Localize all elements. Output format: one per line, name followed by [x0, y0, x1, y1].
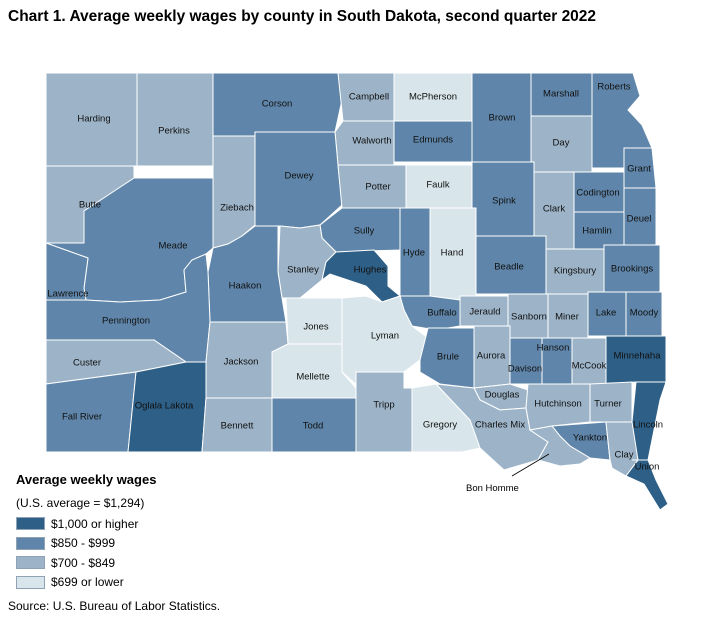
county-label-lake: Lake: [596, 308, 617, 319]
county-label-spink: Spink: [492, 196, 516, 207]
county-label-oglala-lakota: Oglala Lakota: [135, 401, 194, 412]
legend-item-label: $700 - $849: [51, 555, 116, 570]
county-label-yankton: Yankton: [573, 433, 607, 444]
bon-homme-callout-label: Bon Homme: [466, 483, 519, 494]
county-union: [625, 459, 669, 511]
county-label-hyde: Hyde: [403, 248, 425, 259]
county-label-tripp: Tripp: [373, 400, 394, 411]
county-lawrence: [45, 242, 89, 301]
county-label-lyman: Lyman: [371, 331, 399, 342]
county-label-kingsbury: Kingsbury: [554, 266, 596, 277]
county-label-grant: Grant: [627, 164, 651, 175]
chart-title: Chart 1. Average weekly wages by county …: [8, 8, 597, 25]
county-label-ziebach: Ziebach: [220, 203, 254, 214]
county-label-deuel: Deuel: [627, 214, 652, 225]
county-label-day: Day: [553, 138, 570, 149]
county-label-lincoln: Lincoln: [633, 420, 663, 431]
county-label-sanborn: Sanborn: [511, 312, 547, 323]
county-label-haakon: Haakon: [229, 281, 262, 292]
county-label-custer: Custer: [73, 358, 101, 369]
county-label-marshall: Marshall: [543, 89, 579, 100]
county-label-union: Union: [635, 462, 660, 473]
county-label-brule: Brule: [437, 352, 459, 363]
legend-note: (U.S. average = $1,294): [16, 496, 145, 510]
county-label-hamlin: Hamlin: [582, 226, 612, 237]
county-label-hughes: Hughes: [354, 265, 387, 276]
county-label-mellette: Mellette: [296, 372, 329, 383]
legend-item: $1,000 or higher: [16, 514, 156, 534]
county-label-turner: Turner: [594, 399, 622, 410]
legend-item: $850 - $999: [16, 534, 156, 554]
county-label-jackson: Jackson: [224, 357, 259, 368]
county-label-corson: Corson: [262, 99, 293, 110]
county-label-pennington: Pennington: [102, 316, 150, 327]
legend-item-label: $1,000 or higher: [51, 516, 139, 531]
county-label-bennett: Bennett: [221, 421, 254, 432]
county-label-gregory: Gregory: [423, 420, 458, 431]
county-label-davison: Davison: [508, 364, 542, 375]
legend-item: $700 - $849: [16, 553, 156, 573]
legend-title: Average weekly wages: [16, 472, 157, 487]
county-label-edmunds: Edmunds: [413, 135, 453, 146]
county-label-harding: Harding: [77, 114, 110, 125]
county-tripp: [355, 371, 413, 453]
county-label-miner: Miner: [555, 312, 579, 323]
county-label-fall-river: Fall River: [62, 412, 102, 423]
county-label-perkins: Perkins: [158, 126, 190, 137]
county-label-sully: Sully: [354, 226, 375, 237]
county-label-charles-mix: Charles Mix: [475, 420, 525, 431]
legend-swatch: [16, 556, 45, 570]
legend-item: $699 or lower: [16, 573, 156, 593]
county-label-hand: Hand: [441, 248, 464, 259]
legend-item-label: $699 or lower: [51, 575, 124, 590]
legend-swatch: [16, 536, 45, 550]
county-label-walworth: Walworth: [352, 136, 391, 147]
county-label-stanley: Stanley: [287, 265, 319, 276]
legend-item-label: $850 - $999: [51, 536, 116, 551]
legend-items: $1,000 or higher $850 - $999 $700 - $849…: [16, 514, 156, 592]
county-label-butte: Butte: [79, 200, 101, 211]
county-label-codington: Codington: [576, 188, 619, 199]
county-label-jones: Jones: [303, 322, 329, 333]
county-label-clark: Clark: [543, 204, 565, 215]
legend-swatch: [16, 517, 45, 531]
county-perkins: [136, 72, 214, 167]
county-label-meade: Meade: [158, 241, 187, 252]
county-label-hutchinson: Hutchinson: [534, 399, 582, 410]
legend: Average weekly wages (U.S. average = $1,…: [16, 472, 156, 592]
county-label-minnehaha: Minnehaha: [613, 351, 661, 362]
county-label-buffalo: Buffalo: [427, 308, 456, 319]
county-label-mcpherson: McPherson: [409, 92, 457, 103]
county-label-mccook: McCook: [572, 361, 607, 372]
county-label-potter: Potter: [365, 182, 390, 193]
county-label-hanson: Hanson: [537, 343, 570, 354]
county-label-lawrence: Lawrence: [47, 289, 88, 300]
county-label-brookings: Brookings: [611, 264, 653, 275]
county-hughes: [321, 249, 402, 303]
bon-homme-callout-line: [511, 453, 550, 477]
county-label-jerauld: Jerauld: [469, 307, 500, 318]
county-label-moody: Moody: [630, 308, 659, 319]
county-label-campbell: Campbell: [349, 92, 389, 103]
county-label-douglas: Douglas: [485, 390, 520, 401]
county-label-roberts: Roberts: [597, 82, 631, 93]
county-label-clay: Clay: [614, 450, 633, 461]
county-label-brown: Brown: [489, 113, 516, 124]
county-label-dewey: Dewey: [284, 171, 313, 182]
legend-swatch: [16, 575, 45, 589]
source-note: Source: U.S. Bureau of Labor Statistics.: [8, 599, 221, 613]
county-label-faulk: Faulk: [426, 180, 449, 191]
county-label-beadle: Beadle: [494, 262, 524, 273]
county-label-aurora: Aurora: [477, 351, 506, 362]
county-label-todd: Todd: [303, 421, 324, 432]
